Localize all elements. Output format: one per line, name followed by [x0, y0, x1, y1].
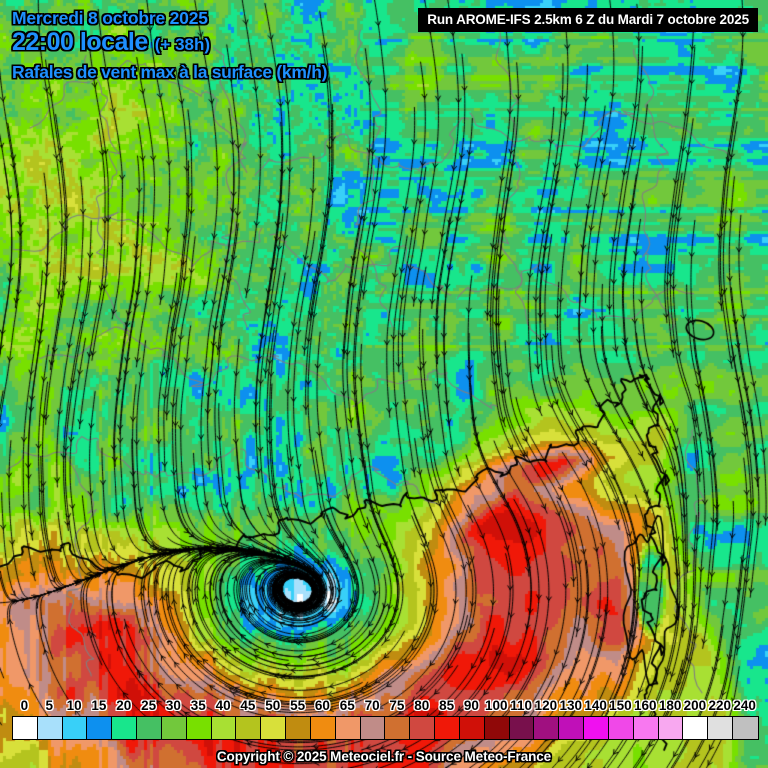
model-run-banner: Run AROME-IFS 2.5km 6 Z du Mardi 7 octob…: [418, 8, 758, 32]
